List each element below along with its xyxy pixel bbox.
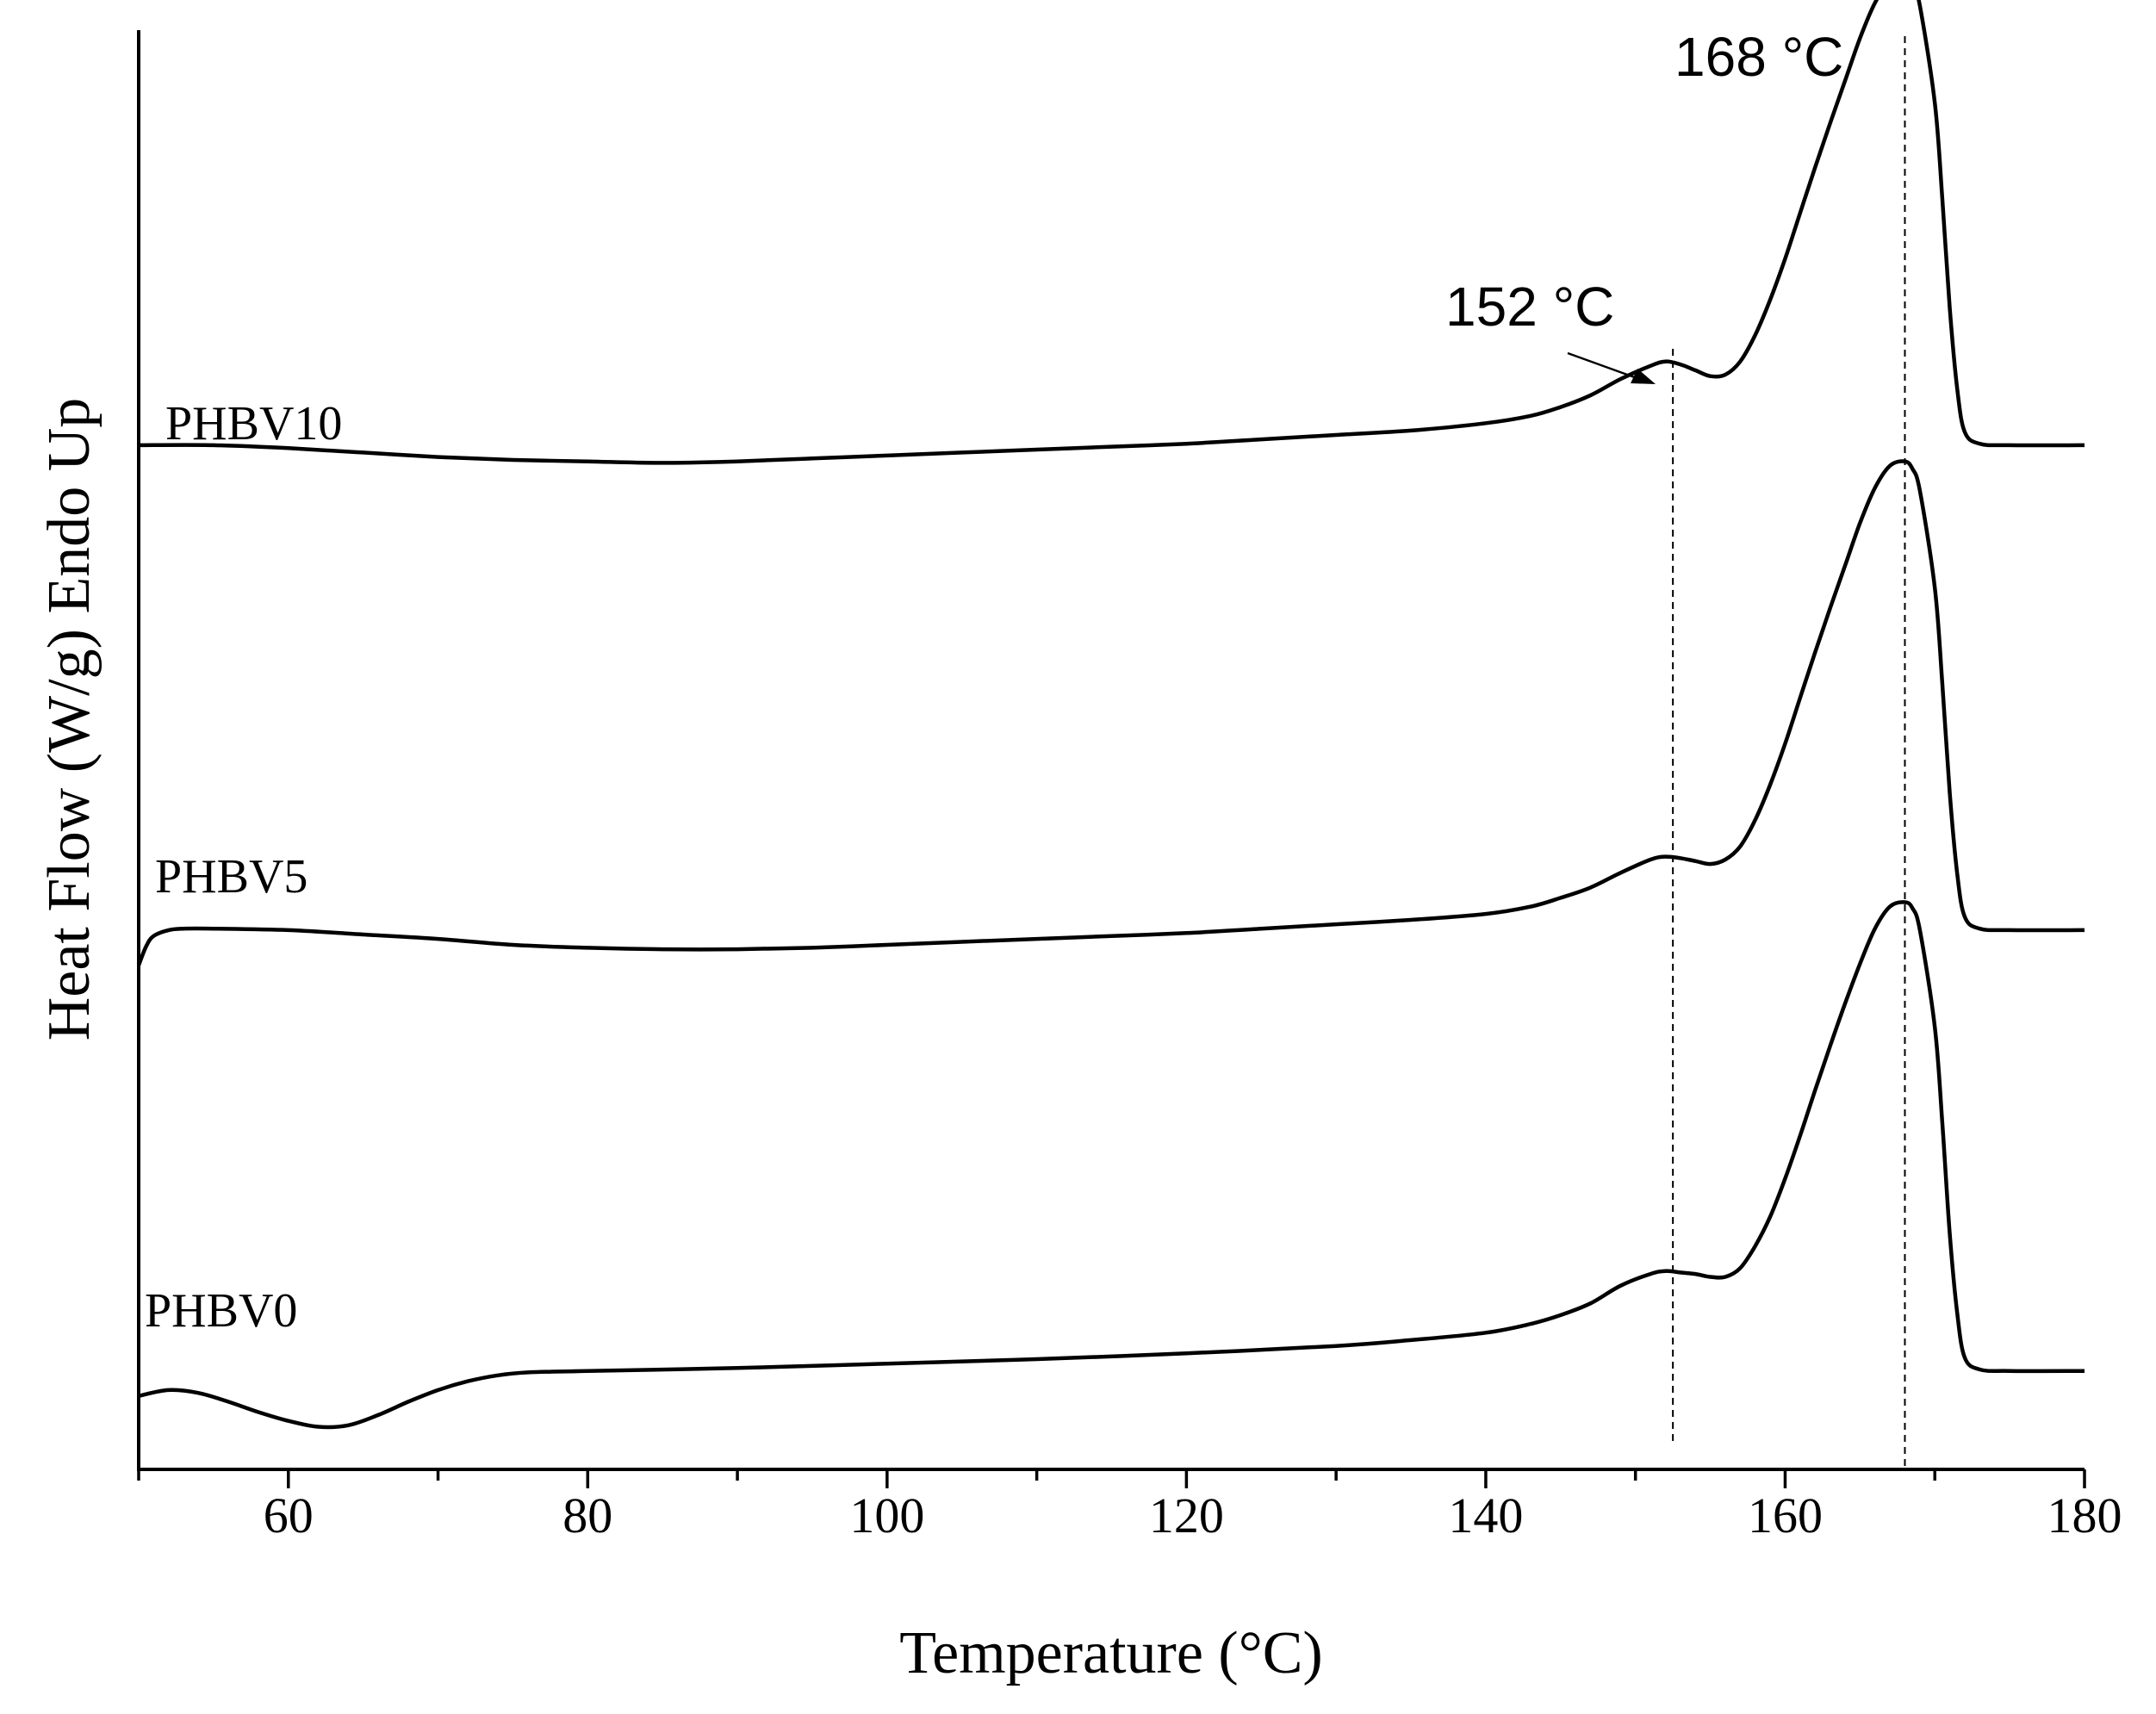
curve-phbv0 xyxy=(138,900,2085,1430)
y-axis-title: Heat Flow (W/g) Endo Up xyxy=(36,398,103,1041)
annotation-168: 168 °C xyxy=(1674,26,1843,88)
x-tick-label-180: 180 xyxy=(2047,1487,2122,1543)
x-tick-label-80: 80 xyxy=(562,1487,612,1543)
x-tick-labels: 60 80 100 120 140 160 180 xyxy=(264,1487,2122,1543)
series-label-phbv0: PHBV0 xyxy=(145,1284,297,1338)
x-tick-label-120: 120 xyxy=(1149,1487,1224,1543)
curve-phbv5 xyxy=(136,459,2085,966)
annotation-152: 152 °C xyxy=(1445,276,1614,338)
x-tick-label-160: 160 xyxy=(1748,1487,1823,1543)
x-tick-label-100: 100 xyxy=(849,1487,924,1543)
x-axis-ticks xyxy=(137,1469,2086,1488)
curve-phbv10 xyxy=(138,0,2085,465)
series-label-phbv5: PHBV5 xyxy=(155,850,308,904)
x-tick-label-140: 140 xyxy=(1448,1487,1523,1543)
x-tick-label-60: 60 xyxy=(264,1487,314,1543)
x-axis-title: Temperature (°C) xyxy=(899,1620,1322,1686)
series-label-phbv10: PHBV10 xyxy=(165,397,342,450)
annotation-arrow xyxy=(1567,351,1656,384)
